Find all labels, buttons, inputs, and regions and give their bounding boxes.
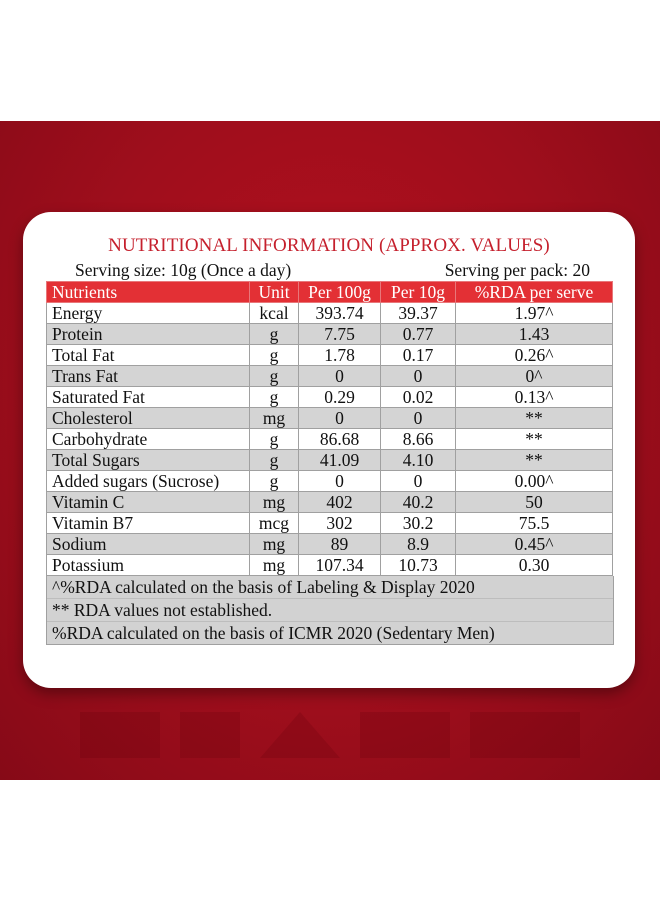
per-10g-cell: 0: [380, 365, 456, 387]
unit-cell: mcg: [249, 512, 299, 534]
per-10g-cell: 30.2: [380, 512, 456, 534]
header-per-10g: Per 10g: [380, 281, 456, 303]
table-row: Sodium mg 89 8.9 0.45^: [46, 533, 613, 555]
header-rda: %RDA per serve: [455, 281, 613, 303]
unit-cell: g: [249, 428, 299, 450]
nutrient-name-cell: Cholesterol: [46, 407, 250, 429]
rda-per-serve-cell: 50: [455, 491, 613, 513]
per-100g-cell: 402: [298, 491, 381, 513]
nutrient-name-cell: Saturated Fat: [46, 386, 250, 408]
unit-cell: mg: [249, 407, 299, 429]
table-row: Carbohydrate g 86.68 8.66 **: [46, 428, 613, 450]
rda-per-serve-cell: 0.26^: [455, 344, 613, 366]
nutrient-name-cell: Total Sugars: [46, 449, 250, 471]
per-100g-cell: 302: [298, 512, 381, 534]
per-100g-cell: 41.09: [298, 449, 381, 471]
per-100g-cell: 89: [298, 533, 381, 555]
rda-per-serve-cell: 0.00^: [455, 470, 613, 492]
unit-cell: mg: [249, 491, 299, 513]
nutrient-name-cell: Sodium: [46, 533, 250, 555]
rda-per-serve-cell: 0.30: [455, 554, 613, 576]
per-100g-cell: 86.68: [298, 428, 381, 450]
rda-per-serve-cell: 1.97^: [455, 302, 613, 324]
unit-cell: kcal: [249, 302, 299, 324]
per-100g-cell: 0: [298, 407, 381, 429]
nutrition-panel: NUTRITIONAL INFORMATION (APPROX. VALUES)…: [46, 235, 614, 645]
per-10g-cell: 39.37: [380, 302, 456, 324]
unit-cell: g: [249, 470, 299, 492]
nutrient-name-cell: Carbohydrate: [46, 428, 250, 450]
nutrient-name-cell: Added sugars (Sucrose): [46, 470, 250, 492]
table-row: Energy kcal 393.74 39.37 1.97^: [46, 302, 613, 324]
serving-size: Serving size: 10g (Once a day): [75, 260, 292, 280]
nutrient-name-cell: Trans Fat: [46, 365, 250, 387]
per-100g-cell: 0: [298, 470, 381, 492]
per-10g-cell: 0: [380, 470, 456, 492]
nutrient-name-cell: Potassium: [46, 554, 250, 576]
rda-per-serve-cell: 75.5: [455, 512, 613, 534]
rda-per-serve-cell: 0^: [455, 365, 613, 387]
rda-per-serve-cell: **: [455, 449, 613, 471]
serving-per-pack: Serving per pack: 20: [444, 260, 590, 280]
faded-background-graphic: [80, 712, 580, 758]
table-row: Trans Fat g 0 0 0^: [46, 365, 613, 387]
unit-cell: g: [249, 449, 299, 471]
rda-per-serve-cell: 0.45^: [455, 533, 613, 555]
header-nutrients: Nutrients: [46, 281, 250, 303]
per-100g-cell: 0: [298, 365, 381, 387]
nutrient-name-cell: Energy: [46, 302, 250, 324]
rda-per-serve-cell: 1.43: [455, 323, 613, 345]
per-100g-cell: 1.78: [298, 344, 381, 366]
table-row: Protein g 7.75 0.77 1.43: [46, 323, 613, 345]
table-header-row: Nutrients Unit Per 100g Per 10g %RDA per…: [46, 281, 613, 303]
per-10g-cell: 0.77: [380, 323, 456, 345]
per-100g-cell: 107.34: [298, 554, 381, 576]
table-row: Total Sugars g 41.09 4.10 **: [46, 449, 613, 471]
unit-cell: g: [249, 344, 299, 366]
rda-per-serve-cell: 0.13^: [455, 386, 613, 408]
header-unit: Unit: [249, 281, 299, 303]
serving-info: Serving size: 10g (Once a day) Serving p…: [46, 259, 612, 281]
unit-cell: mg: [249, 554, 299, 576]
footnote: ^%RDA calculated on the basis of Labelin…: [52, 577, 475, 597]
rda-per-serve-cell: **: [455, 428, 613, 450]
nutrient-name-cell: Protein: [46, 323, 250, 345]
unit-cell: g: [249, 323, 299, 345]
footnotes: ^%RDA calculated on the basis of Labelin…: [46, 576, 614, 645]
table-row: Total Fat g 1.78 0.17 0.26^: [46, 344, 613, 366]
nutrient-name-cell: Total Fat: [46, 344, 250, 366]
table-row: Potassium mg 107.34 10.73 0.30: [46, 554, 613, 576]
table-row: Cholesterol mg 0 0 **: [46, 407, 613, 429]
per-10g-cell: 0.17: [380, 344, 456, 366]
unit-cell: g: [249, 386, 299, 408]
table-body: Energy kcal 393.74 39.37 1.97^ Protein g 7.75 0.…: [46, 302, 613, 576]
nutrient-name-cell: Vitamin B7: [46, 512, 250, 534]
per-10g-cell: 0: [380, 407, 456, 429]
per-100g-cell: 7.75: [298, 323, 381, 345]
footnote: %RDA calculated on the basis of ICMR 202…: [47, 621, 613, 644]
table-row: Added sugars (Sucrose) g 0 0 0.00^: [46, 470, 613, 492]
nutrition-table: Nutrients Unit Per 100g Per 10g %RDA per…: [46, 281, 613, 576]
rda-per-serve-cell: **: [455, 407, 613, 429]
per-10g-cell: 40.2: [380, 491, 456, 513]
header-per-100g: Per 100g: [298, 281, 381, 303]
table-row: Saturated Fat g 0.29 0.02 0.13^: [46, 386, 613, 408]
per-100g-cell: 393.74: [298, 302, 381, 324]
unit-cell: g: [249, 365, 299, 387]
panel-title: NUTRITIONAL INFORMATION (APPROX. VALUES): [108, 235, 550, 256]
per-100g-cell: 0.29: [298, 386, 381, 408]
nutrient-name-cell: Vitamin C: [46, 491, 250, 513]
table-row: Vitamin B7 mcg 302 30.2 75.5: [46, 512, 613, 534]
per-10g-cell: 8.66: [380, 428, 456, 450]
per-10g-cell: 0.02: [380, 386, 456, 408]
per-10g-cell: 10.73: [380, 554, 456, 576]
footnote: ** RDA values not established.: [47, 598, 613, 621]
per-10g-cell: 8.9: [380, 533, 456, 555]
unit-cell: mg: [249, 533, 299, 555]
per-10g-cell: 4.10: [380, 449, 456, 471]
